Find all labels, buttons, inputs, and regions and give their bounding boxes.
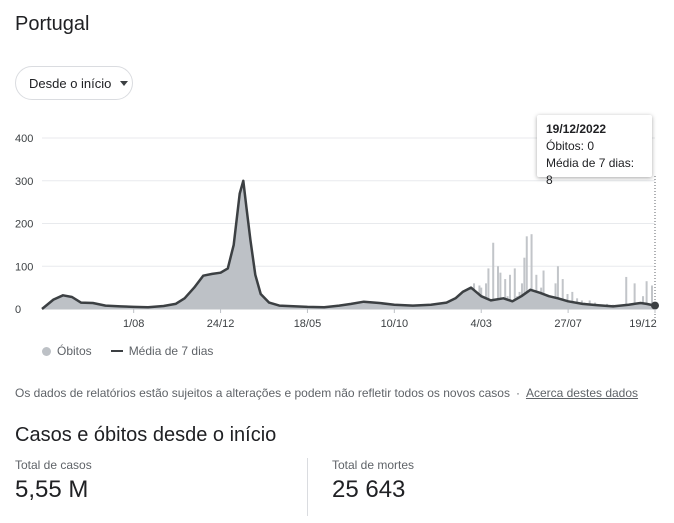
deaths-legend-swatch [42,346,51,356]
tooltip-deaths: Óbitos: 0 [546,139,595,153]
y-tick-label: 400 [15,133,33,145]
death-bar [497,266,500,309]
x-tick-label: 24/12 [207,318,235,330]
average-legend-swatch [110,350,123,352]
hover-point [651,301,659,310]
y-tick-label: 300 [15,176,33,188]
total-deaths-value: 25 643 [332,476,406,503]
tooltip-average: Média de 7 dias: 8 [546,156,635,187]
death-bar [504,279,507,309]
total-cases-label: Total de casos [15,458,92,472]
death-bar [554,283,557,309]
death-bar [485,283,488,309]
tooltip-date: 19/12/2022 [546,122,607,136]
death-bar [492,242,495,309]
death-bar [542,270,545,309]
x-tick-label: 18/05 [294,318,322,330]
death-bar [487,268,490,309]
death-bar [633,283,636,309]
chart-tooltip: 19/12/2022 Óbitos: 0 Média de 7 dias: 8 [537,115,652,187]
range-dropdown-label: Desde o início [29,75,112,91]
death-bar [556,266,559,309]
legend-deaths-label: Óbitos [57,344,92,358]
x-tick-label: 10/10 [381,318,409,330]
y-axis-ticks: 0 100 200 300 400 [15,133,33,316]
total-deaths-label: Total de mortes [332,458,415,472]
total-deaths: Total de mortes 25 643 [332,458,414,504]
death-bar [530,234,533,309]
deaths-chart[interactable]: 0 100 200 300 400 1/08 24/12 18/05 10/10 4/03 27/… [0,110,674,335]
death-bar [571,291,574,309]
page-title: Portugal [15,13,90,35]
legend-average-label: Média de 7 dias [128,344,214,358]
x-tick-label: 4/03 [471,318,492,330]
totals-heading: Casos e óbitos desde o início [15,424,277,446]
death-bar [508,274,511,309]
chart-legend: Óbitos Média de 7 dias [42,344,213,358]
range-dropdown[interactable]: Desde o início [15,66,133,100]
death-bar [523,257,526,309]
data-disclaimer: Os dados de relatórios estão sujeitos a … [15,386,638,400]
separator-dot: · [515,386,520,400]
death-bar [525,236,528,309]
about-data-link[interactable]: Acerca destes dados [525,386,639,400]
death-bar [625,276,628,309]
y-tick-label: 0 [15,304,21,316]
death-bar [499,272,502,309]
y-tick-label: 100 [15,261,33,273]
x-tick-label: 27/07 [554,318,582,330]
disclaimer-text: Os dados de relatórios estão sujeitos a … [15,386,510,400]
total-cases-value: 5,55 M [15,476,89,503]
total-cases: Total de casos 5,55 M [15,458,92,504]
stats-divider [307,458,308,516]
death-bar [645,281,648,309]
x-tick-label: 1/08 [123,318,144,330]
death-bar [561,279,564,309]
death-bar [513,268,516,309]
average-line [41,179,656,310]
x-axis-ticks: 1/08 24/12 18/05 10/10 4/03 27/07 19/12 [123,309,657,330]
x-tick-label: 19/12 [629,318,657,330]
y-tick-label: 200 [15,219,33,231]
death-bar [651,285,654,309]
caret-down-icon [120,80,129,86]
